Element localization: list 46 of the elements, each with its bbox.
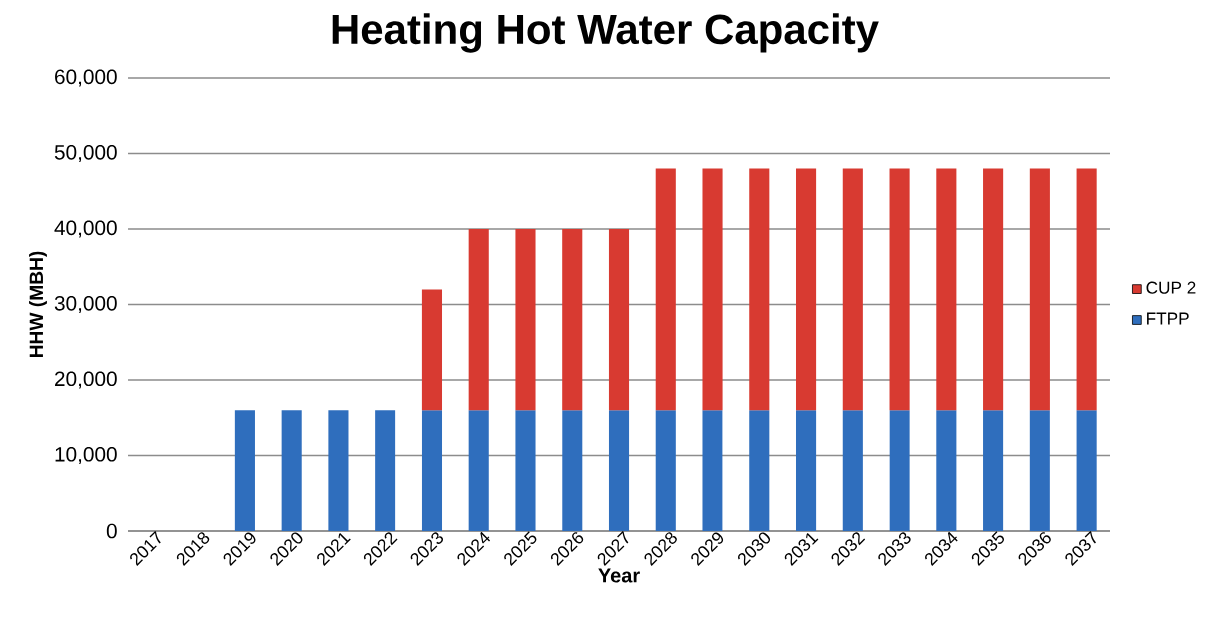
bar <box>702 168 723 411</box>
bar <box>983 410 1004 531</box>
y-tick-label: 20,000 <box>55 371 117 389</box>
y-tick-label: 40,000 <box>54 220 117 238</box>
y-tick-label: 30,000 <box>54 295 117 314</box>
bar <box>936 168 957 411</box>
bar <box>889 168 910 411</box>
y-tick-label: 60,000 <box>55 69 117 87</box>
bar <box>468 410 489 531</box>
bar <box>655 168 676 411</box>
legend-label: CUP 2 <box>1146 281 1196 294</box>
bar <box>889 410 910 531</box>
chart-title: Heating Hot Water Capacity <box>332 13 879 53</box>
bar <box>281 410 302 531</box>
legend-label: FTPP <box>1147 312 1189 325</box>
bar <box>562 410 583 531</box>
bar <box>702 410 723 531</box>
bar <box>655 410 676 531</box>
bar <box>936 410 957 531</box>
y-tick-label: 10,000 <box>55 446 117 465</box>
bar <box>842 410 863 531</box>
bar <box>983 168 1004 411</box>
bar <box>1029 410 1050 531</box>
bar <box>1076 168 1097 411</box>
bar <box>421 289 443 411</box>
bar <box>1029 168 1050 411</box>
y-axis-title: HHW (MBH) <box>29 251 47 358</box>
bar <box>796 410 817 531</box>
bar <box>468 229 489 411</box>
bar <box>515 410 536 531</box>
bar <box>749 168 770 411</box>
bar <box>328 410 349 531</box>
bar <box>796 168 817 411</box>
bar <box>515 229 536 411</box>
bar <box>749 410 770 531</box>
bar <box>562 229 583 411</box>
bar <box>608 229 630 411</box>
y-tick-label: 50,000 <box>54 144 117 163</box>
bar <box>842 168 863 411</box>
bar <box>1076 410 1097 531</box>
bar <box>375 410 396 531</box>
x-axis-title: Year <box>598 568 640 583</box>
bar <box>608 410 630 531</box>
y-tick-label: 0 <box>106 523 117 539</box>
bar <box>421 410 443 531</box>
bar <box>234 410 255 531</box>
